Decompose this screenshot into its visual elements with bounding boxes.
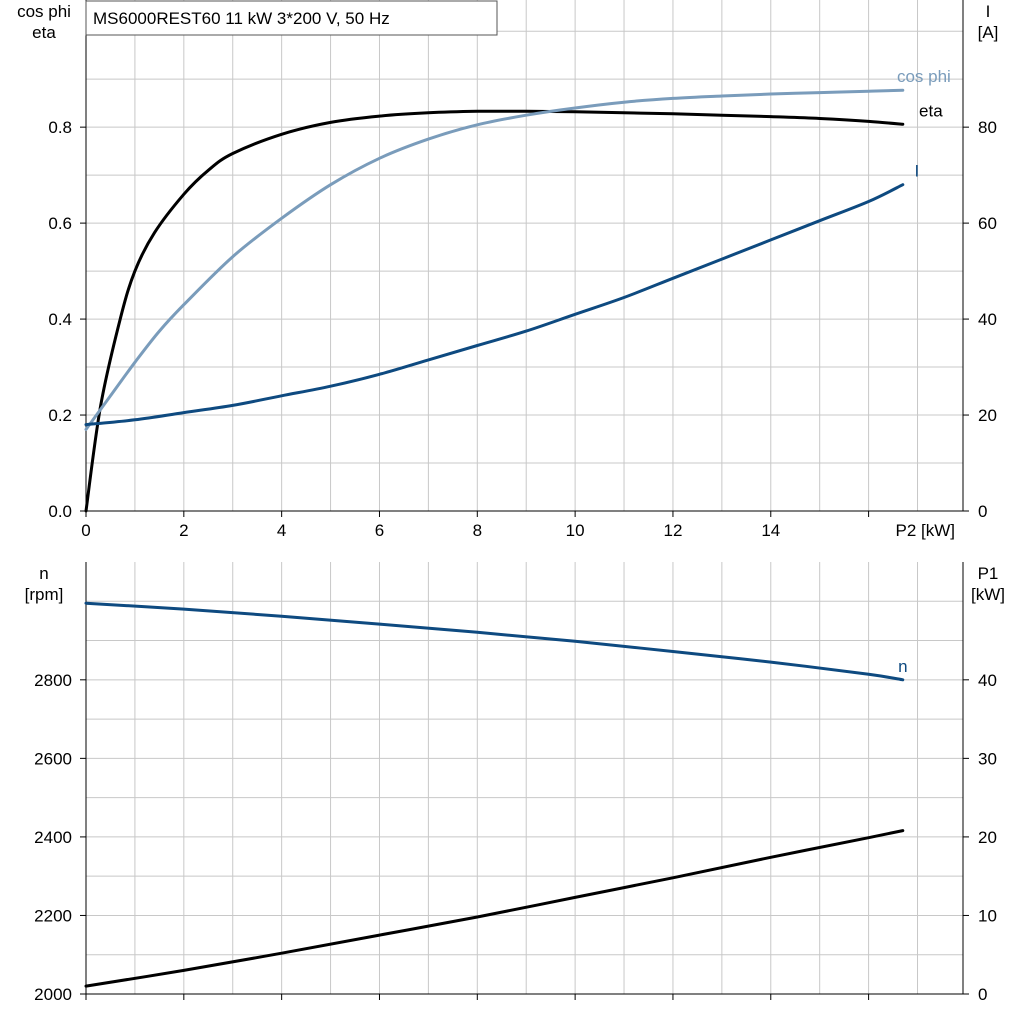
top-x-tick-label: 12 xyxy=(663,521,682,540)
top-right-tick-label: 20 xyxy=(978,406,997,425)
bottom-right-tick-label: 20 xyxy=(978,828,997,847)
bottom-series-n-label: n xyxy=(898,657,907,676)
top-series-cos-phi-label: cos phi xyxy=(897,67,951,86)
top-left-axis-title: cos phi xyxy=(17,2,71,21)
bottom-left-axis-title: n xyxy=(39,564,48,583)
chart-title: MS6000REST60 11 kW 3*200 V, 50 Hz xyxy=(93,9,390,28)
bottom-series-p1-line xyxy=(84,829,905,988)
bottom-right-axis-title: [kW] xyxy=(971,585,1005,604)
top-x-tick-label: 4 xyxy=(277,521,286,540)
top-right-tick-label: 0 xyxy=(978,502,987,521)
top-left-tick-label: 0.4 xyxy=(48,310,72,329)
bottom-left-tick-label: 2200 xyxy=(34,906,72,925)
top-x-tick-label: 0 xyxy=(81,521,90,540)
top-series-eta-label: eta xyxy=(919,101,943,120)
bottom-right-tick-label: 40 xyxy=(978,671,997,690)
bottom-left-tick-label: 2600 xyxy=(34,749,72,768)
top-x-axis-title: P2 [kW] xyxy=(895,521,955,540)
top-right-tick-label: 80 xyxy=(978,118,997,137)
top-right-axis-title: [A] xyxy=(978,23,999,42)
top-series-cos-phi-line xyxy=(84,88,905,431)
top-series-i-label: I xyxy=(914,162,919,181)
bottom-panel: 2000 2200 2400 2600 2800 0 10 20 30 40 n [rpm] P1 [kW… xyxy=(25,562,1005,1004)
top-panel: 0 2 4 6 8 10 12 14 P2 [kW] 0.0 0.2 0.4 0.6 0.8 0 20 40 60… xyxy=(17,0,998,540)
top-left-tick-label: 0.6 xyxy=(48,214,72,233)
bottom-left-tick-label: 2800 xyxy=(34,671,72,690)
chart-title-box: MS6000REST60 11 kW 3*200 V, 50 Hz xyxy=(85,0,498,36)
bottom-left-tick-label: 2400 xyxy=(34,828,72,847)
top-x-tick-label: 2 xyxy=(179,521,188,540)
bottom-right-tick-label: 30 xyxy=(978,749,997,768)
bottom-left-tick-label: 2000 xyxy=(34,985,72,1004)
title-frame xyxy=(85,0,498,36)
top-x-tick-label: 6 xyxy=(375,521,384,540)
top-right-tick-label: 60 xyxy=(978,214,997,233)
top-x-tick-label: 8 xyxy=(473,521,482,540)
top-left-tick-label: 0.0 xyxy=(48,502,72,521)
top-x-tick-label: 14 xyxy=(761,521,780,540)
top-left-axis-title: eta xyxy=(32,23,56,42)
bottom-series-n-line xyxy=(84,601,905,682)
top-right-tick-label: 40 xyxy=(978,310,997,329)
bottom-right-tick-label: 0 xyxy=(978,985,987,1004)
top-series-i-line xyxy=(84,183,905,427)
top-right-axis-title: I xyxy=(986,2,991,21)
bottom-right-tick-label: 10 xyxy=(978,906,997,925)
top-left-tick-label: 0.8 xyxy=(48,118,72,137)
top-series-eta-line xyxy=(84,109,905,513)
bottom-right-axis-title: P1 xyxy=(978,564,999,583)
top-x-tick-label: 10 xyxy=(566,521,585,540)
bottom-left-axis-title: [rpm] xyxy=(25,585,64,604)
top-left-tick-label: 0.2 xyxy=(48,406,72,425)
